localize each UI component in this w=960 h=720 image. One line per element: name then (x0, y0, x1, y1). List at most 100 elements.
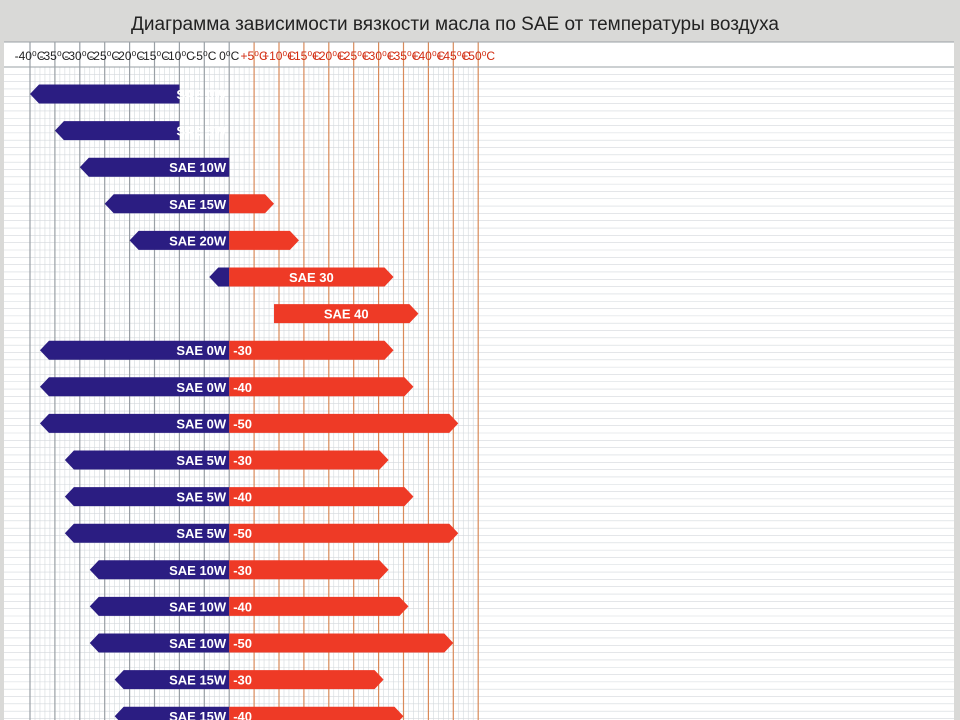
bar-cold-segment (114, 706, 230, 720)
bar-row: SAE 5W -30 (64, 450, 389, 470)
bar-cold-label: SAE 15W (169, 673, 227, 688)
bar-warm-segment (229, 596, 409, 616)
bar-warm-segment (229, 340, 394, 360)
bar-row: SAE 30 (209, 267, 394, 287)
bar-warm-label: -30 (233, 343, 252, 358)
bar-row: SAE 5W -40 (64, 487, 414, 507)
bar-warm-segment (229, 450, 389, 470)
bar-cold-label: SAE 0W (176, 380, 227, 395)
x-tick-label: -40⁰C (15, 49, 46, 63)
chart-title: Диаграмма зависимости вязкости масла по … (131, 14, 779, 35)
bar-warm-label: -50 (233, 636, 252, 651)
bar-cold-label: SAE 0W (176, 343, 227, 358)
bar-cold-segment (64, 487, 230, 507)
bar-warm-label: -30 (233, 563, 252, 578)
bar-row: SAE 10W -50 (89, 633, 454, 653)
bar-row: SAE 10W -40 (89, 596, 409, 616)
bar-row: SAE 15W -40 (114, 706, 404, 720)
x-tick-label: +10⁰C (262, 49, 296, 63)
bar-warm-segment (274, 304, 419, 324)
bars-layer: SAE 0W SAE 5W SAE 10W SAE 15W SAE 20W SAE 30 S… (30, 84, 459, 720)
bar-cold-segment (89, 633, 230, 653)
bar-cold-segment (64, 450, 230, 470)
bar-cold-label: SAE 10W (169, 599, 227, 614)
bar-row: SAE 15W -30 (114, 670, 384, 690)
bar-warm-segment (229, 413, 459, 433)
bar-cold-label: SAE 10W (169, 636, 227, 651)
x-tick-label: +40⁰C (411, 49, 445, 63)
bar-cold-segment (129, 230, 230, 250)
x-tick-label: -20⁰C (114, 49, 145, 63)
bar-row: SAE 10W -30 (89, 560, 389, 580)
bar-row: SAE 0W -50 (39, 413, 459, 433)
bar-warm-segment (229, 377, 414, 397)
bar-cold-label: SAE 5W (176, 453, 227, 468)
x-tick-label: +15⁰C (287, 49, 321, 63)
bar-warm-segment (229, 194, 275, 214)
bar-warm-label: -40 (233, 380, 252, 395)
x-tick-label: -30⁰C (64, 49, 95, 63)
bar-row: SAE 5W (54, 121, 227, 141)
bar-warm-label: -30 (233, 673, 252, 688)
bar-cold-label: SAE 20W (169, 233, 227, 248)
bar-cold-label: SAE 5W (176, 490, 227, 505)
bar-row: SAE 0W (30, 84, 227, 104)
bar-warm-segment (229, 633, 454, 653)
bar-cold-label: SAE 0W (176, 416, 227, 431)
bar-row: SAE 40 (274, 304, 419, 324)
bar-cold-segment (104, 194, 230, 214)
bar-warm-segment (229, 560, 389, 580)
x-axis-ticks: -40⁰C-35⁰C-30⁰C-25⁰C-20⁰C-15⁰C-10⁰C-5⁰C 0… (15, 49, 496, 63)
x-tick-label: +35⁰C (387, 49, 421, 63)
x-tick-label: +5⁰C (241, 49, 268, 63)
x-tick-label: -5⁰C (192, 49, 216, 63)
x-tick-label: 0⁰C (219, 49, 239, 63)
bar-cold-segment (39, 340, 230, 360)
bar-warm-label: -40 (233, 599, 252, 614)
bar-cold-segment (209, 267, 230, 287)
x-tick-label: +50⁰C (461, 49, 495, 63)
bar-row: SAE 10W (79, 157, 230, 177)
bar-cold-segment (89, 560, 230, 580)
bar-warm-label: SAE 40 (324, 307, 369, 322)
bar-row: SAE 0W -40 (39, 377, 414, 397)
bar-row: SAE 20W (129, 230, 299, 250)
bar-cold-label: SAE 15W (169, 709, 227, 720)
bar-warm-segment (229, 230, 299, 250)
bar-row: SAE 15W (104, 194, 275, 214)
bar-cold-segment (39, 413, 230, 433)
bar-warm-label: -30 (233, 453, 252, 468)
x-tick-label: -15⁰C (139, 49, 170, 63)
bar-warm-label: SAE 30 (289, 270, 334, 285)
bar-warm-segment (229, 670, 384, 690)
bar-cold-segment (89, 596, 230, 616)
bar-row: SAE 5W -50 (64, 523, 459, 543)
x-tick-label: +30⁰C (362, 49, 396, 63)
bar-cold-label: SAE 0W (176, 87, 227, 102)
x-tick-label: -25⁰C (89, 49, 120, 63)
bar-warm-label: -40 (233, 490, 252, 505)
bar-cold-segment (79, 157, 230, 177)
x-tick-label: -35⁰C (39, 49, 70, 63)
x-tick-label: +25⁰C (337, 49, 371, 63)
bar-warm-segment (229, 487, 414, 507)
bar-row: SAE 0W -30 (39, 340, 394, 360)
bar-warm-label: -40 (233, 709, 252, 720)
bar-cold-segment (30, 84, 180, 104)
bar-cold-segment (114, 670, 230, 690)
bar-warm-label: -50 (233, 526, 252, 541)
x-tick-label: +20⁰C (312, 49, 346, 63)
bar-cold-label: SAE 15W (169, 197, 227, 212)
bar-cold-label: SAE 10W (169, 160, 227, 175)
bar-warm-label: -50 (233, 416, 252, 431)
bar-cold-segment (54, 121, 180, 141)
bar-cold-label: SAE 10W (169, 563, 227, 578)
bar-cold-segment (64, 523, 230, 543)
bar-warm-segment (229, 267, 394, 287)
bar-cold-label: SAE 5W (176, 124, 227, 139)
bar-cold-segment (39, 377, 230, 397)
bar-warm-segment (229, 523, 459, 543)
bar-cold-label: SAE 5W (176, 526, 227, 541)
